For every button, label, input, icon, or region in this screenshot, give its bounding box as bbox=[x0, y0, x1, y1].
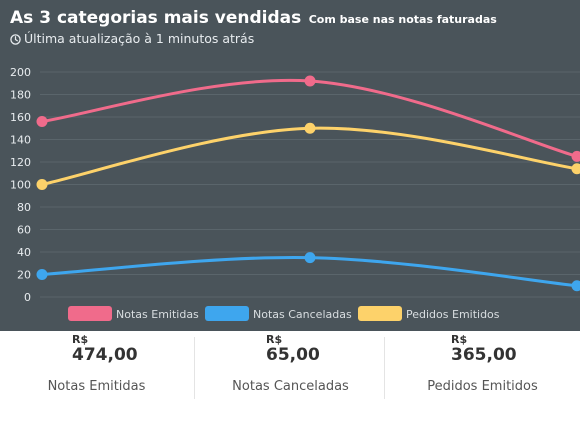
last-updated-text: Última atualização à 1 minutos atrás bbox=[24, 31, 255, 46]
data-point-pedidos-emitidos bbox=[304, 122, 316, 134]
stat-value: 365,00 bbox=[451, 345, 517, 365]
stat-currency: R$ bbox=[266, 333, 283, 346]
y-tick-label: 140 bbox=[10, 134, 31, 147]
stat-label: Notas Canceladas bbox=[232, 379, 349, 394]
y-tick-label: 180 bbox=[10, 89, 31, 102]
series-line-notas-emitidas bbox=[40, 78, 579, 158]
divider bbox=[194, 337, 195, 399]
stat-notas-emitidas: R$ 474,00 Notas Emitidas bbox=[0, 331, 193, 425]
title-row: As 3 categorias mais vendidas Com base n… bbox=[10, 6, 574, 32]
chart-panel: 0 20 40 60 80 100 120 140 160 180 200 Notas Emitida… bbox=[0, 0, 580, 331]
data-point-notas-emitidas bbox=[36, 116, 48, 127]
stat-pedidos-emitidos: R$ 365,00 Pedidos Emitidos bbox=[386, 331, 579, 425]
chart-header: As 3 categorias mais vendidas Com base n… bbox=[10, 6, 574, 46]
y-tick-label: 200 bbox=[10, 66, 31, 79]
data-point-notas-canceladas bbox=[571, 280, 580, 292]
data-point-notas-canceladas bbox=[36, 269, 48, 280]
legend-label-notas-emitidas: Notas Emitidas bbox=[116, 308, 199, 321]
divider bbox=[384, 337, 385, 399]
clock-icon bbox=[10, 33, 21, 45]
y-tick-label: 100 bbox=[10, 179, 31, 192]
data-point-pedidos-emitidos bbox=[571, 163, 580, 175]
y-tick-label: 120 bbox=[10, 156, 31, 169]
line-chart: 0 20 40 60 80 100 120 140 160 180 200 Notas Emitida… bbox=[10, 66, 580, 321]
legend-label-notas-canceladas: Notas Canceladas bbox=[253, 308, 352, 321]
stat-notas-canceladas: R$ 65,00 Notas Canceladas bbox=[194, 331, 387, 425]
data-point-notas-emitidas bbox=[304, 75, 316, 87]
legend-swatch-notas-emitidas bbox=[68, 306, 112, 321]
stats-row: R$ 474,00 Notas Emitidas R$ 65,00 Notas … bbox=[0, 331, 580, 425]
data-point-notas-emitidas bbox=[571, 150, 580, 162]
y-tick-label: 20 bbox=[17, 269, 31, 282]
y-tick-label: 40 bbox=[17, 246, 31, 259]
legend-swatch-notas-canceladas bbox=[205, 306, 249, 321]
series-line-pedidos-emitidos bbox=[40, 126, 579, 186]
y-tick-label: 160 bbox=[10, 111, 31, 124]
last-updated: Última atualização à 1 minutos atrás bbox=[10, 32, 574, 46]
data-point-pedidos-emitidos bbox=[36, 179, 48, 190]
stat-value: 474,00 bbox=[72, 345, 138, 365]
chart-subtitle: Com base nas notas faturadas bbox=[308, 13, 497, 26]
data-point-notas-canceladas bbox=[304, 252, 316, 264]
y-tick-label: 60 bbox=[17, 224, 31, 237]
chart-title: As 3 categorias mais vendidas bbox=[10, 8, 302, 28]
stat-label: Pedidos Emitidos bbox=[427, 379, 538, 394]
stat-value: 65,00 bbox=[266, 345, 320, 365]
stat-currency: R$ bbox=[451, 333, 468, 346]
legend-swatch-pedidos-emitidos bbox=[358, 306, 402, 321]
stat-currency: R$ bbox=[72, 333, 89, 346]
y-tick-label: 0 bbox=[24, 291, 31, 304]
y-tick-label: 80 bbox=[17, 201, 31, 214]
stat-label: Notas Emitidas bbox=[47, 379, 146, 394]
legend-label-pedidos-emitidos: Pedidos Emitidos bbox=[406, 308, 500, 321]
